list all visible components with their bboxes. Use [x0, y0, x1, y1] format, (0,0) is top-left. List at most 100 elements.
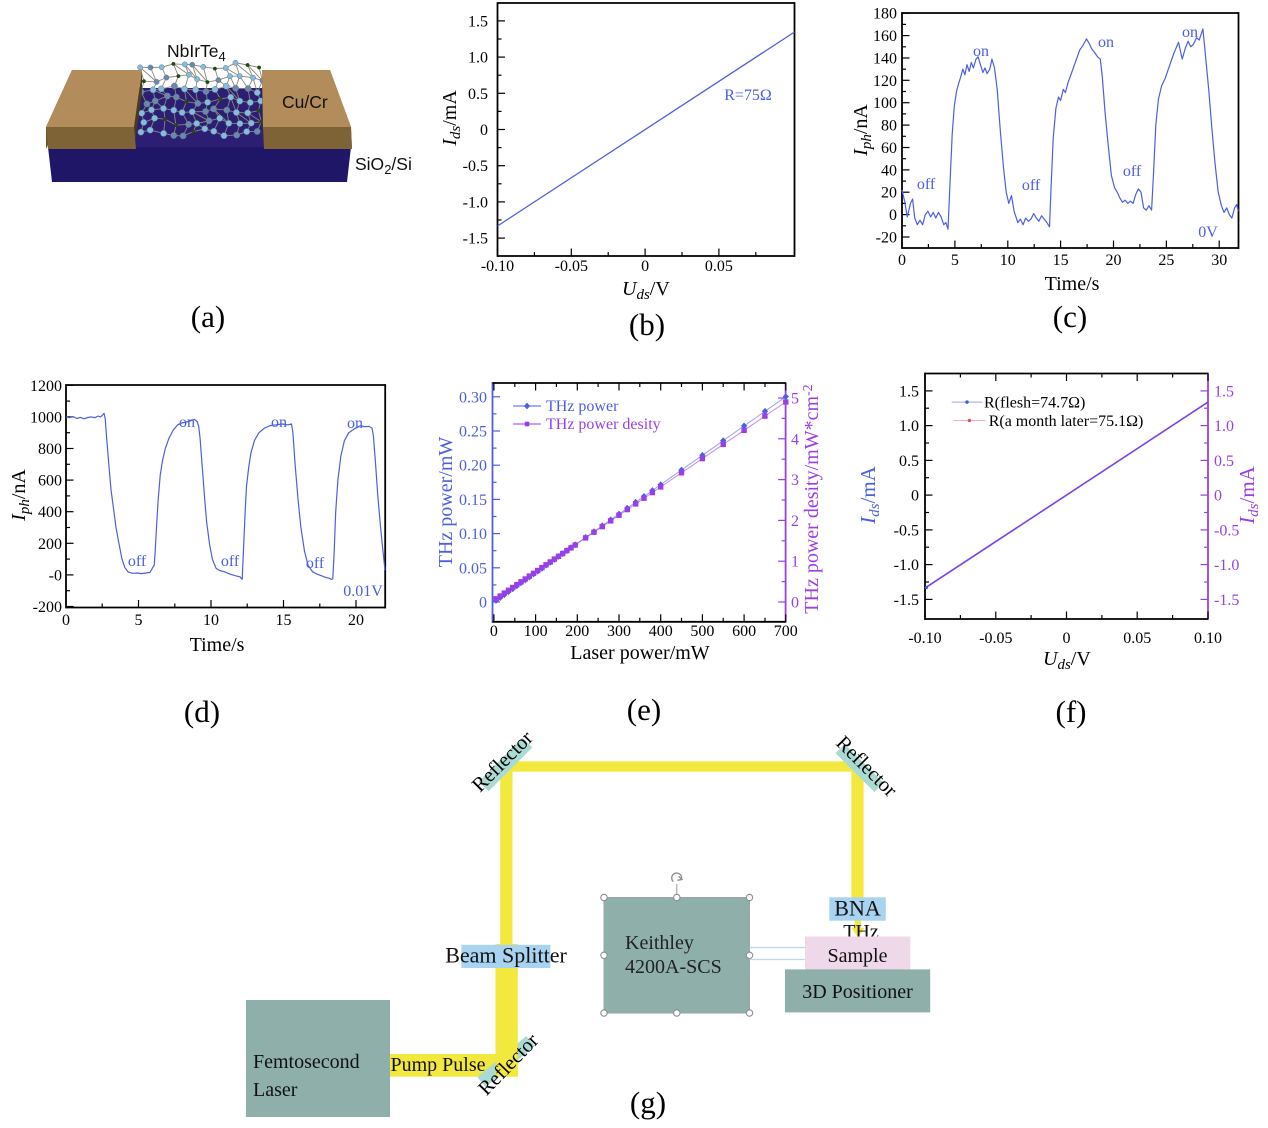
svg-text:Iph/nA: Iph/nA — [850, 104, 875, 157]
svg-text:4200A-SCS: 4200A-SCS — [625, 956, 722, 978]
svg-text:200: 200 — [565, 623, 589, 640]
svg-text:0: 0 — [62, 612, 70, 629]
svg-text:15: 15 — [1053, 252, 1069, 269]
svg-text:-1.5: -1.5 — [1214, 592, 1239, 609]
svg-text:3D Positioner: 3D Positioner — [802, 981, 913, 1003]
svg-text:(f): (f) — [1056, 694, 1087, 729]
svg-text:700: 700 — [774, 623, 798, 640]
svg-text:-1.5: -1.5 — [463, 231, 488, 248]
svg-text:BNA: BNA — [834, 896, 881, 921]
svg-text:-1.0: -1.0 — [894, 557, 919, 574]
svg-text:300: 300 — [607, 623, 631, 640]
svg-text:-1.5: -1.5 — [894, 592, 919, 609]
svg-text:400: 400 — [649, 623, 673, 640]
svg-text:0.05: 0.05 — [459, 560, 487, 577]
svg-text:on: on — [1098, 34, 1114, 51]
svg-text:1.5: 1.5 — [1214, 383, 1234, 400]
svg-text:80: 80 — [881, 118, 897, 135]
svg-text:0.5: 0.5 — [1214, 453, 1234, 470]
svg-text:20: 20 — [881, 185, 897, 202]
svg-text:Iph/nA: Iph/nA — [8, 469, 33, 522]
svg-text:THz power: THz power — [546, 398, 619, 415]
svg-text:(c): (c) — [1053, 299, 1087, 334]
svg-text:160: 160 — [873, 28, 897, 45]
svg-text:Ids/mA: Ids/mA — [439, 90, 464, 147]
svg-text:off: off — [917, 176, 936, 193]
svg-text:off: off — [1022, 177, 1041, 194]
svg-text:0.05: 0.05 — [705, 258, 733, 275]
svg-text:on: on — [973, 43, 989, 60]
svg-text:Uds/V: Uds/V — [1043, 648, 1091, 673]
svg-text:off: off — [306, 555, 325, 572]
svg-text:on: on — [271, 414, 287, 431]
svg-text:1.5: 1.5 — [468, 13, 488, 30]
svg-text:800: 800 — [38, 441, 62, 458]
svg-text:0.5: 0.5 — [899, 453, 919, 470]
svg-text:200: 200 — [38, 536, 62, 553]
svg-text:0.5: 0.5 — [468, 86, 488, 103]
svg-text:0: 0 — [641, 258, 649, 275]
svg-text:on: on — [347, 415, 363, 432]
svg-text:-1.0: -1.0 — [463, 194, 488, 211]
svg-text:(b): (b) — [629, 307, 665, 342]
svg-text:0V: 0V — [1198, 224, 1218, 241]
svg-text:Uds/V: Uds/V — [622, 278, 670, 303]
svg-text:0: 0 — [490, 623, 498, 640]
svg-text:0: 0 — [898, 252, 906, 269]
svg-text:R(a month later=75.1Ω): R(a month later=75.1Ω) — [989, 413, 1144, 430]
svg-text:R=75Ω: R=75Ω — [724, 87, 772, 104]
svg-text:Sample: Sample — [828, 945, 888, 967]
svg-text:Cu/Cr: Cu/Cr — [282, 92, 328, 112]
svg-text:0.15: 0.15 — [459, 492, 487, 509]
svg-text:on: on — [1182, 24, 1198, 41]
svg-text:1.0: 1.0 — [899, 418, 919, 435]
svg-text:10: 10 — [1000, 252, 1016, 269]
svg-text:Ids/mA: Ids/mA — [1235, 465, 1262, 525]
svg-text:30: 30 — [1211, 252, 1227, 269]
svg-text:(g): (g) — [630, 1085, 666, 1120]
svg-text:20: 20 — [1106, 252, 1122, 269]
svg-text:1000: 1000 — [30, 409, 62, 426]
svg-text:-0.5: -0.5 — [894, 522, 919, 539]
svg-text:400: 400 — [38, 504, 62, 521]
svg-text:600: 600 — [732, 623, 756, 640]
svg-text:Laser power/mW: Laser power/mW — [570, 642, 710, 664]
svg-text:100: 100 — [524, 623, 548, 640]
svg-text:5: 5 — [951, 252, 959, 269]
svg-text:180: 180 — [873, 6, 897, 23]
svg-text:5: 5 — [135, 612, 143, 629]
svg-text:(d): (d) — [184, 694, 220, 729]
svg-text:3: 3 — [791, 472, 799, 489]
svg-text:0.20: 0.20 — [459, 458, 487, 475]
svg-text:-0: -0 — [49, 567, 62, 584]
svg-text:140: 140 — [873, 51, 897, 68]
svg-text:1.0: 1.0 — [1214, 418, 1234, 435]
svg-text:0: 0 — [479, 595, 487, 612]
svg-text:R(flesh=74.7Ω): R(flesh=74.7Ω) — [984, 395, 1085, 412]
svg-text:5: 5 — [791, 391, 799, 408]
svg-text:(a): (a) — [191, 299, 225, 334]
svg-text:THz power/mW: THz power/mW — [435, 437, 457, 568]
svg-text:Pump Pulse: Pump Pulse — [390, 1054, 485, 1076]
svg-text:-200: -200 — [33, 599, 62, 616]
svg-text:1.0: 1.0 — [468, 50, 488, 67]
svg-text:-1.0: -1.0 — [1214, 557, 1239, 574]
svg-text:SiO2/Si: SiO2/Si — [355, 154, 412, 177]
svg-text:Femtosecond: Femtosecond — [253, 1051, 360, 1073]
svg-text:0: 0 — [791, 595, 799, 612]
svg-text:0: 0 — [480, 122, 488, 139]
svg-text:0.30: 0.30 — [459, 389, 487, 406]
svg-text:2: 2 — [791, 513, 799, 530]
svg-text:0: 0 — [1214, 488, 1222, 505]
svg-text:Time/s: Time/s — [1045, 273, 1100, 295]
svg-text:0: 0 — [1063, 630, 1071, 647]
svg-text:1200: 1200 — [30, 378, 62, 395]
svg-text:THz power desity: THz power desity — [546, 416, 661, 433]
svg-text:-0.10: -0.10 — [481, 258, 514, 275]
svg-text:(e): (e) — [627, 692, 661, 727]
svg-text:NbIrTe4: NbIrTe4 — [167, 41, 226, 64]
svg-text:60: 60 — [881, 140, 897, 157]
svg-text:0.10: 0.10 — [1194, 630, 1222, 647]
svg-text:0: 0 — [889, 207, 897, 224]
svg-text:20: 20 — [348, 612, 364, 629]
